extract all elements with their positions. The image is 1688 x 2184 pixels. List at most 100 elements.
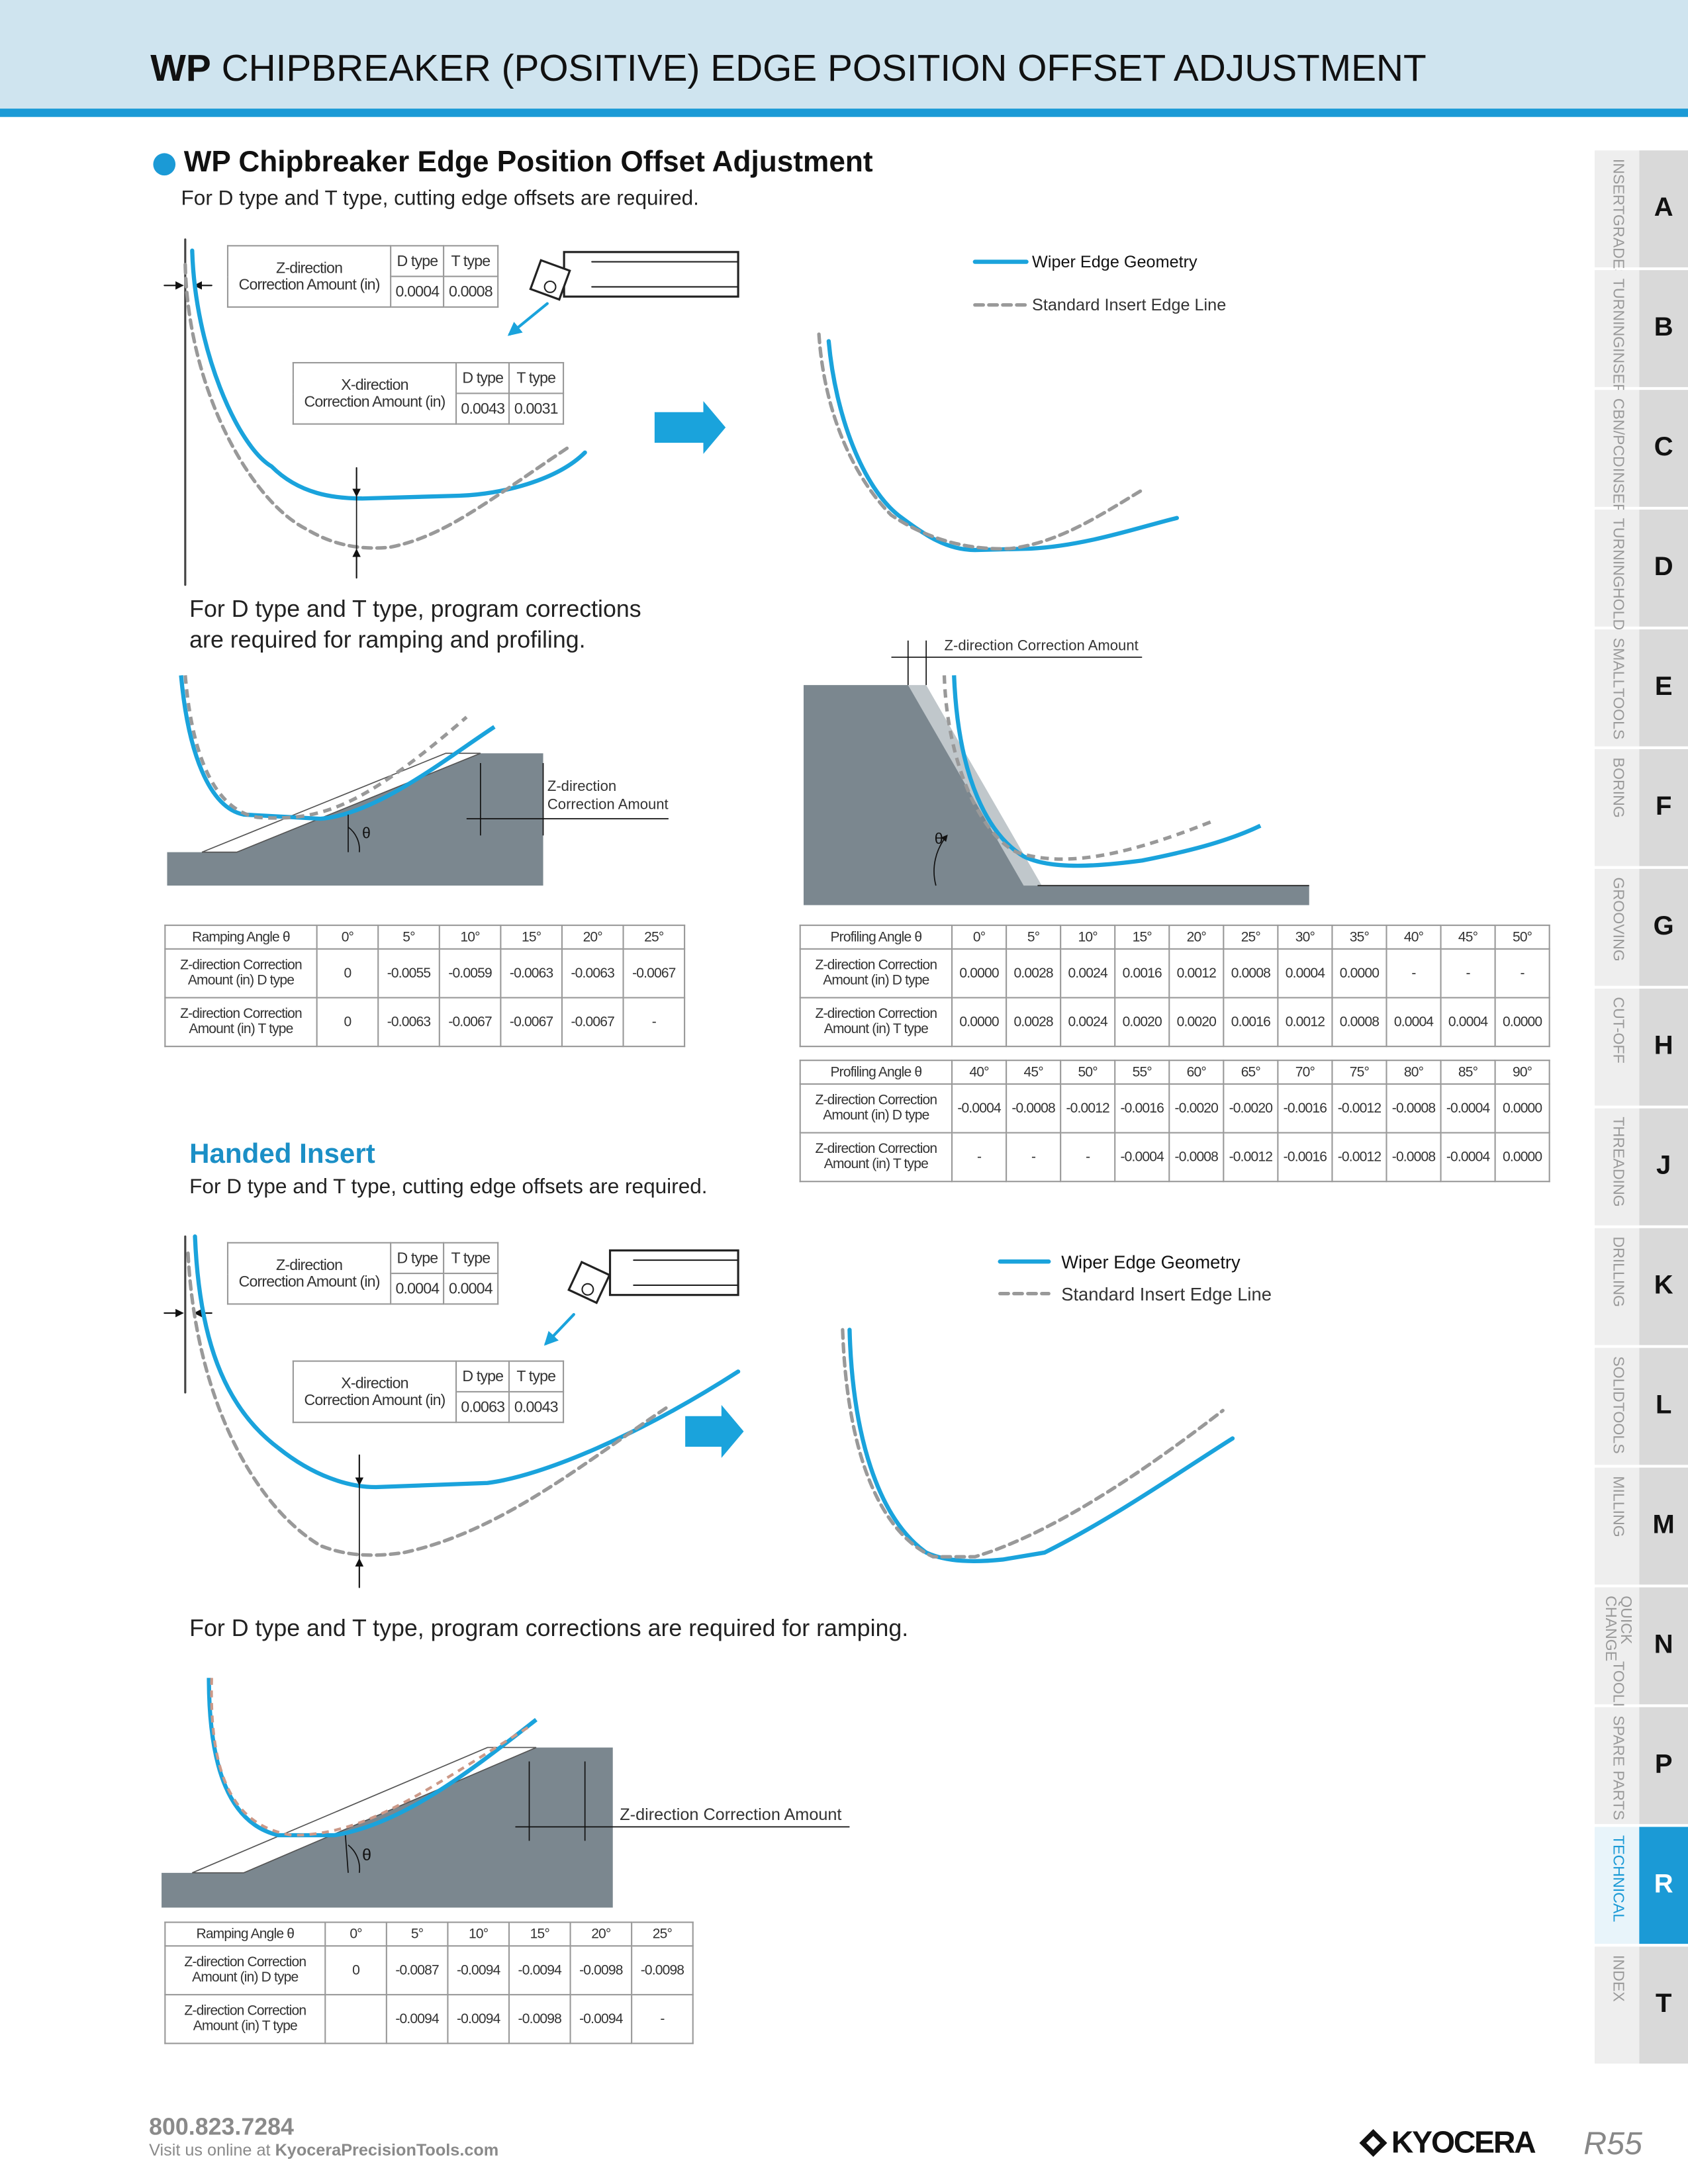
value-cell: -0.0012: [1060, 1083, 1116, 1134]
label-line: TOOLS: [1609, 1402, 1626, 1454]
value-cell: -0.0063: [561, 948, 624, 999]
label-line: CUT-OFF: [1609, 997, 1626, 1064]
header-cell: T type: [443, 1242, 498, 1275]
value-cell: 0.0043: [508, 1390, 564, 1424]
label-line: SPARE PARTS: [1609, 1715, 1626, 1821]
table-row: Z-direction Correction Amount (in) D type…: [799, 1083, 1550, 1134]
value-cell: -: [951, 1132, 1008, 1183]
label-line: TECHNICAL: [1609, 1835, 1626, 1923]
side-tab: INSERT GRADES A: [1595, 150, 1688, 279]
tab-letter: D: [1639, 510, 1688, 627]
page-title: WP CHIPBREAKER (POSITIVE) EDGE POSITION …: [150, 48, 1427, 91]
angle-label: θ: [362, 825, 371, 842]
label-line: Correction Amount (in): [238, 276, 381, 293]
label-line: Z-direction Correction: [815, 1142, 938, 1158]
side-tab: TURNING INSERTS B: [1595, 270, 1688, 414]
profile-diagram: [803, 640, 1309, 905]
note: For D type and T type, program correctio…: [189, 1615, 909, 1642]
dimension-label: Correction Amount: [547, 796, 669, 812]
side-tab: QUICK CHANGE TOOLING N: [1595, 1587, 1688, 1730]
value-row: 0.0004 0.0004: [228, 1273, 498, 1305]
side-tab: DRILLING K: [1595, 1228, 1688, 1345]
label-line: Z-direction Correction: [815, 958, 938, 974]
value-cell: -0.0008: [1385, 1132, 1442, 1183]
value-cell: -0.0004: [1440, 1132, 1496, 1183]
value-cell: 0.0016: [1114, 948, 1170, 999]
header-cell: 15°: [508, 1921, 571, 1947]
logo: KYOCERA: [1358, 2125, 1536, 2161]
label-line: X-direction: [341, 1375, 408, 1392]
header-cell: 0°: [316, 925, 379, 950]
value-cell: -: [631, 1993, 694, 2044]
table-row: Z-direction Correction Amount (in) T type…: [164, 1993, 694, 2044]
label-line: MILLING: [1609, 1476, 1626, 1537]
value-cell: -0.0020: [1168, 1083, 1225, 1134]
correction-table: X-direction Correction Amount (in) D type T…: [292, 1360, 564, 1424]
header-cell: 45°: [1006, 1060, 1062, 1085]
side-tab: CBN/PCD INSERTS C: [1595, 390, 1688, 533]
label-line: Correction Amount (in): [304, 1391, 445, 1409]
header-cell: 5°: [385, 1921, 449, 1947]
header-row: Z-direction Correction Amount (in) D type T…: [226, 245, 498, 308]
value-cell: 0.0000: [1331, 948, 1387, 999]
correction-table: Z-direction Correction Amount (in) D type T…: [226, 1242, 498, 1305]
footer-phone: 800.823.7284: [149, 2113, 294, 2140]
label-line: Z-direction Correction: [180, 958, 303, 974]
tab-label: MILLING: [1595, 1467, 1640, 1585]
header-cell: 5°: [377, 925, 440, 950]
value-cell: 0.0004: [390, 275, 445, 308]
row-label: X-direction Correction Amount (in): [292, 362, 457, 425]
row-label: Z-direction Correction Amount (in) D type: [164, 948, 318, 999]
label-line: GRADES: [1609, 214, 1626, 280]
value-cell: -0.0094: [385, 1993, 449, 2044]
header-cell: 40°: [951, 1060, 1008, 1085]
tab-letter: N: [1639, 1587, 1688, 1705]
header-cell: 10°: [438, 925, 502, 950]
header-cell: 25°: [1223, 925, 1279, 950]
value-row: 0.0004 0.0008: [228, 275, 498, 308]
value-cell: 0: [316, 997, 379, 1048]
value-cell: 0.0016: [1223, 997, 1279, 1048]
ramp-diagram-2: [162, 1678, 850, 1908]
header-cell: 70°: [1277, 1060, 1333, 1085]
value-cell: -0.0012: [1331, 1083, 1387, 1134]
header-cell: 75°: [1331, 1060, 1387, 1085]
row-label: Z-direction Correction Amount (in) D type: [799, 948, 953, 999]
section-intro: For D type and T type, cutting edge offs…: [189, 1175, 708, 1199]
header-cell: 20°: [569, 1921, 633, 1947]
value-cell: -0.0008: [1168, 1132, 1225, 1183]
label-line: INSERT: [1609, 158, 1626, 215]
tab-label: INDEX: [1595, 1946, 1640, 2064]
value-cell: 0.0024: [1060, 997, 1116, 1048]
section-heading: Handed Insert: [189, 1139, 375, 1170]
tab-label: THREADING: [1595, 1108, 1640, 1226]
header-cell: 5°: [1006, 925, 1062, 950]
value-cell: -0.0063: [500, 948, 563, 999]
tab-label: TURNING INSERTS: [1595, 270, 1640, 414]
header-cell: 25°: [622, 925, 686, 950]
side-tab: BORING F: [1595, 749, 1688, 866]
tab-letter: A: [1639, 150, 1688, 267]
header-cell: 10°: [1060, 925, 1116, 950]
value-cell: -0.0016: [1277, 1083, 1333, 1134]
value-cell: 0.0028: [1006, 948, 1062, 999]
tab-letter: L: [1639, 1347, 1688, 1465]
header-row: Profiling Angle θ 0° 5° 10° 15° 20° 25° 30° 35° 4…: [799, 925, 1550, 950]
angle-label: θ: [935, 830, 943, 847]
value-cell: -0.0063: [377, 997, 440, 1048]
label-line: Z-direction Correction: [184, 2003, 306, 2019]
value-cell: 0.0024: [1060, 948, 1116, 999]
tab-label: TECHNICAL: [1595, 1827, 1640, 1944]
label-line: Amount (in) D type: [192, 1970, 299, 1986]
label-line: THREADING: [1609, 1116, 1626, 1207]
legend-label: Standard Insert Edge Line: [1061, 1284, 1272, 1304]
value-cell: 0.0000: [1494, 1083, 1550, 1134]
row-label: Z-direction Correction Amount (in): [226, 1242, 392, 1305]
value-cell: -: [1060, 1132, 1116, 1183]
tab-letter: E: [1639, 629, 1688, 747]
value-cell: -0.0016: [1114, 1083, 1170, 1134]
tab-letter: F: [1639, 749, 1688, 866]
label-line: Amount (in) T type: [823, 1022, 929, 1038]
